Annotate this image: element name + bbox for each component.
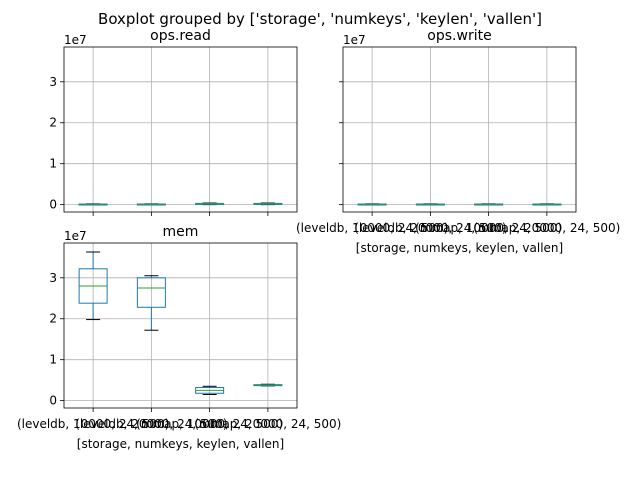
figure-suptitle: Boxplot grouped by ['storage', 'numkeys'… — [98, 10, 542, 28]
box-1-1 — [415, 203, 445, 206]
x-tick-label: (mmap, 20000, 24, 500) — [473, 221, 620, 235]
x-tick-label: (leveldb, 10000, 24, 500) — [17, 417, 169, 431]
axes-frame — [342, 46, 577, 213]
box-1-3 — [532, 203, 562, 206]
axes-frame — [63, 46, 298, 213]
box-2-3 — [253, 383, 283, 387]
x-tick-label: (mmap, 10000, 24, 500) — [415, 221, 562, 235]
x-tick-label: (mmap, 20000, 24, 500) — [194, 417, 341, 431]
subplot-0: 0 1 2 3 1e7 ops.read — [49, 28, 298, 216]
x-tick-label: (mmap, 10000, 24, 500) — [136, 417, 283, 431]
x-axis-label: [storage, numkeys, keylen, vallen] — [356, 241, 563, 255]
axes-frame — [63, 242, 298, 409]
y-tick-label: 3 — [49, 271, 57, 285]
subplot-2: 0 1 2 3 (leveldb, 10000, 24, 500)(leveldb, 2… — [17, 224, 341, 451]
box-2-0 — [78, 251, 108, 321]
box-body — [136, 277, 166, 308]
box-2-1 — [136, 275, 166, 331]
box-0-0 — [78, 203, 108, 206]
x-tick-label: (leveldb, 20000, 24, 500) — [75, 417, 227, 431]
y-tick-label: 1 — [49, 157, 57, 171]
subplot-title: ops.read — [150, 28, 211, 44]
x-tick-label: (leveldb, 10000, 24, 500) — [296, 221, 448, 235]
y-offset-label: 1e7 — [64, 229, 87, 243]
subplot-1: (leveldb, 10000, 24, 500)(leveldb, 20000… — [296, 28, 620, 255]
y-tick-label: 2 — [49, 312, 57, 326]
box-1-0 — [357, 203, 387, 206]
subplot-title: mem — [163, 224, 199, 240]
y-tick-label: 2 — [49, 116, 57, 130]
y-tick-label: 0 — [49, 394, 57, 408]
y-tick-label: 1 — [49, 353, 57, 367]
box-2-2 — [195, 385, 225, 395]
subplot-title: ops.write — [427, 28, 491, 44]
y-offset-label: 1e7 — [343, 33, 366, 47]
y-offset-label: 1e7 — [64, 33, 87, 47]
x-tick-label: (leveldb, 20000, 24, 500) — [354, 221, 506, 235]
box-1-2 — [474, 203, 504, 206]
y-tick-label: 0 — [49, 198, 57, 212]
y-tick-label: 3 — [49, 75, 57, 89]
box-0-1 — [136, 203, 166, 206]
box-0-3 — [253, 202, 283, 206]
box-0-2 — [195, 202, 225, 206]
x-axis-label: [storage, numkeys, keylen, vallen] — [77, 437, 284, 451]
